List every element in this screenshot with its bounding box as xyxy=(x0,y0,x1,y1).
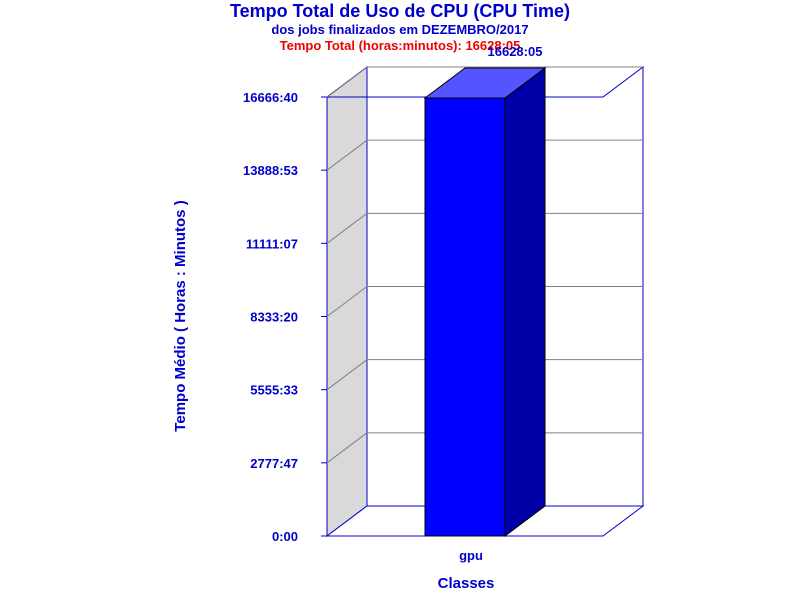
x-axis-title: Classes xyxy=(438,575,495,592)
grid-line-side xyxy=(326,432,368,464)
grid-line-side xyxy=(326,286,368,317)
grid-line-side xyxy=(326,359,368,391)
chart-title: Tempo Total de Uso de CPU (CPU Time) xyxy=(229,1,571,21)
y-axis-title: Tempo Médio ( Horas : Minutos ) xyxy=(172,200,189,431)
bar-side xyxy=(504,67,546,537)
bar-value-label: 16628:05 xyxy=(488,44,543,59)
x-category-label: gpu xyxy=(459,548,483,563)
y-tick-label: 8333:20 xyxy=(250,310,298,325)
bar xyxy=(424,97,506,537)
bars: 16628:05 xyxy=(423,44,547,537)
y-tick-label: 11111:07 xyxy=(246,236,298,251)
chart-subtitle: dos jobs finalizados em DEZEMBRO/2017 xyxy=(271,22,529,37)
grid-line-side xyxy=(326,66,368,98)
grid-line-side xyxy=(326,139,368,171)
y-tick-label: 2777:47 xyxy=(250,456,298,471)
grid-line-side xyxy=(326,212,368,244)
y-tick-label: 13888:53 xyxy=(243,163,298,178)
y-tick-label: 0:00 xyxy=(272,529,298,544)
y-tick-label: 5555:33 xyxy=(250,383,298,398)
chart-total-time: Tempo Total (horas:minutos): 16628:05 xyxy=(279,38,521,53)
y-tick-label: 16666:40 xyxy=(243,90,298,105)
y-axis-ticks: 0:00 2777:47 5555:33 8333:20 11111:07 13888:5… xyxy=(243,90,327,544)
x-axis-categories: gpu xyxy=(459,548,483,563)
